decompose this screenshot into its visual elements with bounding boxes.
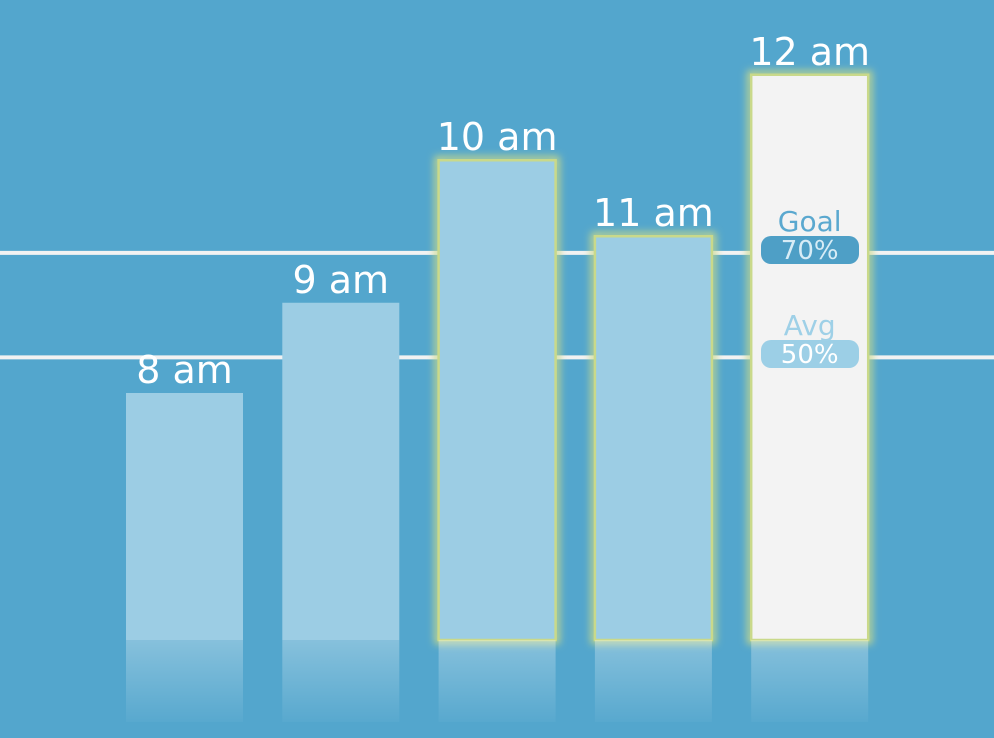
bar-label: 9 am	[292, 257, 390, 302]
bar-reflection	[282, 640, 400, 722]
bar-reflection	[751, 640, 869, 722]
avg-tag: Avg 50%	[760, 309, 860, 369]
bar-reflection	[594, 640, 712, 722]
bar-reflection	[438, 640, 556, 722]
bar-label: 10 am	[436, 115, 558, 160]
bar-label: 11 am	[593, 191, 714, 236]
bar	[594, 236, 712, 640]
goal-name: Goal	[777, 204, 842, 238]
bar	[282, 302, 400, 640]
avg-name: Avg	[783, 309, 836, 343]
bar-label: 8 am	[136, 348, 233, 392]
bar-reflection	[126, 640, 243, 722]
goal-tag: Goal 70%	[760, 204, 860, 264]
avg-value-badge: 50%	[760, 340, 859, 369]
goal-value-badge: 70%	[760, 235, 859, 264]
bar	[126, 393, 243, 640]
bar-label: 12 am	[749, 29, 871, 74]
bar	[438, 160, 556, 640]
